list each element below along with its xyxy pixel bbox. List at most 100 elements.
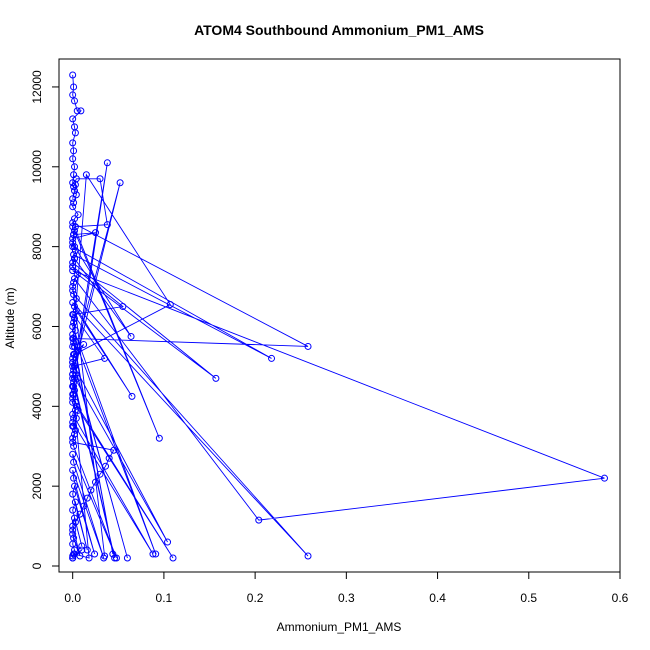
data-point	[71, 223, 79, 231]
data-point	[69, 374, 77, 382]
x-tick-label: 0.5	[520, 591, 537, 605]
data-point	[69, 155, 77, 163]
data-point	[91, 478, 99, 486]
data-point	[304, 552, 312, 560]
data-point	[100, 554, 108, 562]
data-point	[69, 259, 77, 267]
data-point	[69, 450, 77, 458]
data-point	[69, 195, 77, 203]
data-point	[70, 251, 78, 259]
x-tick-label: 0.6	[612, 591, 629, 605]
data-point	[71, 247, 79, 255]
data-point	[69, 235, 77, 243]
data-point	[69, 139, 77, 147]
data-point	[69, 490, 77, 498]
series-line-1	[71, 162, 605, 559]
data-point	[70, 474, 78, 482]
data-point	[69, 506, 77, 514]
data-point	[69, 223, 77, 231]
data-point	[69, 115, 77, 123]
data-point	[69, 434, 77, 442]
data-point	[72, 402, 80, 410]
data-point	[83, 494, 91, 502]
data-point	[70, 442, 78, 450]
data-point	[102, 462, 110, 470]
x-tick-label: 0.4	[429, 591, 446, 605]
data-point	[80, 340, 88, 348]
y-tick-label: 2000	[30, 472, 44, 499]
data-point	[76, 510, 84, 518]
data-point	[71, 342, 79, 350]
data-point	[85, 554, 93, 562]
y-tick-label: 12000	[30, 70, 44, 104]
data-point	[69, 287, 77, 295]
data-point	[69, 522, 77, 530]
data-point	[103, 221, 111, 229]
data-point	[164, 538, 172, 546]
data-point	[87, 486, 95, 494]
data-point	[73, 374, 81, 382]
data-point	[96, 175, 104, 183]
data-point	[72, 175, 80, 183]
data-point	[91, 229, 99, 237]
data-point	[71, 215, 79, 223]
data-point	[169, 554, 177, 562]
data-point	[119, 303, 127, 311]
data-point	[152, 550, 160, 558]
data-point	[69, 334, 77, 342]
data-point	[69, 354, 77, 362]
data-point	[70, 231, 78, 239]
data-point	[69, 526, 77, 534]
data-point	[77, 107, 85, 115]
data-point	[71, 514, 79, 522]
data-point	[69, 394, 77, 402]
chart-title: ATOM4 Southbound Ammonium_PM1_AMS	[194, 22, 484, 38]
data-point	[71, 386, 79, 394]
data-point	[123, 554, 131, 562]
y-tick-label: 0	[30, 562, 44, 569]
data-point	[166, 301, 174, 309]
data-point	[69, 342, 77, 350]
y-tick-label: 4000	[30, 393, 44, 420]
data-point	[70, 318, 78, 326]
data-point	[70, 390, 78, 398]
data-point	[69, 466, 77, 474]
data-point	[70, 83, 78, 91]
data-point	[268, 354, 276, 362]
data-point	[69, 552, 77, 560]
data-point	[78, 546, 86, 554]
data-point	[71, 546, 79, 554]
data-point	[70, 534, 78, 542]
x-tick-label: 0.0	[64, 591, 81, 605]
data-point	[69, 91, 77, 99]
data-point	[69, 239, 77, 247]
data-point	[101, 354, 109, 362]
data-point	[69, 438, 77, 446]
data-point	[600, 474, 608, 482]
y-tick-label: 8000	[30, 233, 44, 260]
data-point	[72, 414, 80, 422]
data-point	[128, 392, 136, 400]
data-point	[69, 203, 77, 211]
x-axis: 0.0 0.1 0.2 0.3 0.4 0.5 0.6	[64, 571, 629, 605]
y-axis: 0 2000 4000 6000 8000 10000 12000	[30, 70, 60, 569]
data-point	[83, 546, 91, 554]
data-point	[69, 358, 77, 366]
data-point	[91, 550, 99, 558]
y-tick-label: 6000	[30, 313, 44, 340]
data-point	[70, 311, 78, 318]
data-point	[69, 418, 77, 426]
series-layer	[69, 71, 608, 562]
data-point	[74, 211, 82, 219]
data-point	[78, 542, 86, 550]
data-point	[74, 406, 82, 414]
data-point	[212, 374, 220, 382]
data-point	[71, 314, 79, 322]
data-point	[72, 366, 80, 374]
data-point	[127, 332, 135, 340]
data-point	[69, 530, 77, 538]
x-tick-label: 0.1	[156, 591, 173, 605]
data-point	[70, 183, 78, 191]
data-point	[71, 326, 79, 334]
